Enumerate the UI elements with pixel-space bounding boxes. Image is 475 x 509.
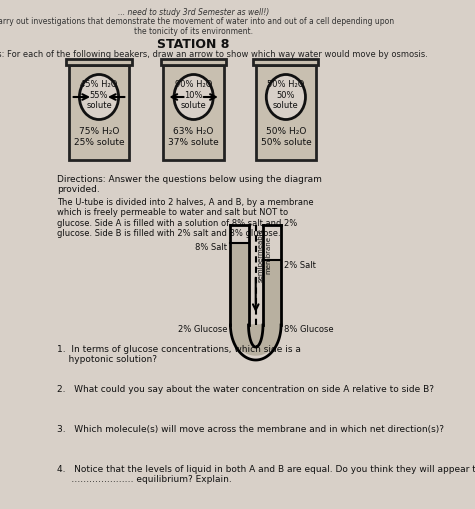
Text: 2.   What could you say about the water concentration on side A relative to side: 2. What could you say about the water co… (57, 385, 434, 394)
Text: 75% H₂O
25% solute: 75% H₂O 25% solute (74, 127, 124, 147)
Text: The U-tube is divided into 2 halves, A and B, by a membrane
which is freely perm: The U-tube is divided into 2 halves, A a… (57, 198, 314, 238)
Text: 45% H₂O
55%
solute: 45% H₂O 55% solute (80, 80, 118, 110)
Text: 63% H₂O
37% solute: 63% H₂O 37% solute (168, 127, 219, 147)
Text: STATION 8: STATION 8 (157, 38, 230, 51)
Bar (230, 243, 248, 325)
Bar (69, 65, 129, 160)
Bar (161, 59, 226, 65)
Text: carry out investigations that demonstrate the movement of water into and out of : carry out investigations that demonstrat… (0, 17, 394, 37)
Text: 8% Salt: 8% Salt (195, 243, 228, 252)
Text: 4.   Notice that the levels of liquid in both A and B are equal. Do you think th: 4. Notice that the levels of liquid in b… (57, 465, 475, 485)
Text: 2% Glucose: 2% Glucose (178, 325, 228, 334)
Bar (263, 260, 281, 325)
Text: semipermeable
membrane: semipermeable membrane (258, 228, 271, 282)
Text: Directions: Answer the questions below using the diagram
provided.: Directions: Answer the questions below u… (57, 175, 322, 194)
Text: 8% Glucose: 8% Glucose (284, 325, 334, 334)
Text: 1.  In terms of glucose concentrations, which side is a
    hypotonic solution?: 1. In terms of glucose concentrations, w… (57, 345, 301, 364)
Text: 3.   Which molecule(s) will move across the membrane and in which net direction(: 3. Which molecule(s) will move across th… (57, 425, 444, 434)
Bar (253, 59, 318, 65)
Text: 2% Salt: 2% Salt (284, 261, 316, 269)
Bar (256, 65, 316, 160)
Ellipse shape (79, 74, 119, 120)
Bar (66, 59, 132, 65)
Polygon shape (230, 325, 281, 355)
Text: 50% H₂O
50% solute: 50% H₂O 50% solute (260, 127, 311, 147)
Bar (163, 65, 224, 160)
Text: Directions: For each of the following beakers, draw an arrow to show which way w: Directions: For each of the following be… (0, 50, 428, 59)
Text: 50% H₂O
50%
solute: 50% H₂O 50% solute (267, 80, 304, 110)
Text: 90% H₂O
10%
solute: 90% H₂O 10% solute (175, 80, 212, 110)
Text: ... need to study 3rd Semester as well!): ... need to study 3rd Semester as well!) (118, 8, 269, 17)
Ellipse shape (266, 74, 305, 120)
Ellipse shape (174, 74, 213, 120)
